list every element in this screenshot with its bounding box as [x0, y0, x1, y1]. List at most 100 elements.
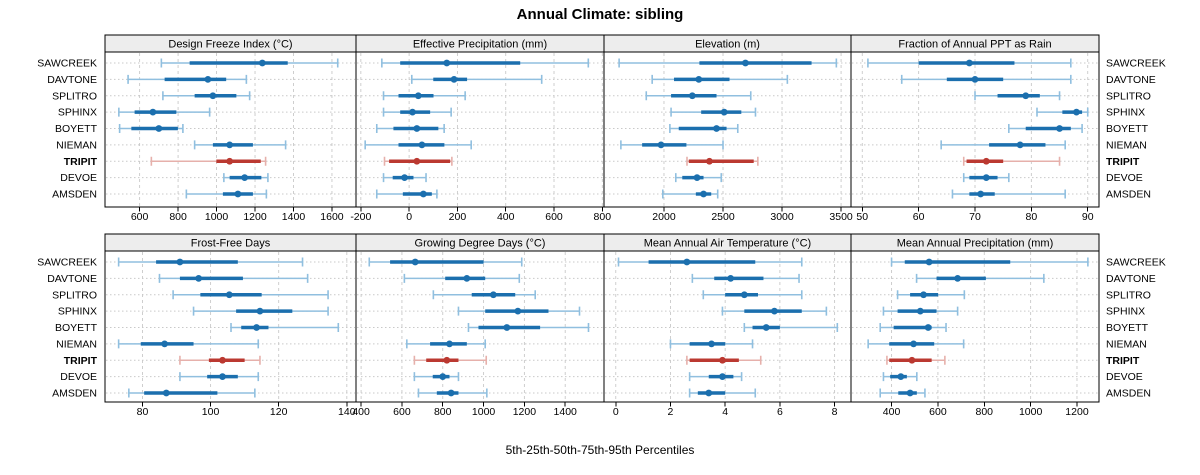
axis-tick-label: 400 [883, 406, 901, 418]
median-dot [446, 340, 453, 348]
median-dot [906, 389, 914, 397]
station-label-right-splitro: SPLITRO [1106, 90, 1151, 102]
station-series-sawcreek [381, 58, 590, 68]
median-dot [925, 258, 933, 266]
median-dot [897, 373, 905, 381]
axis-tick-label: 50 [856, 211, 868, 223]
median-dot [241, 174, 249, 182]
strip-header-label: Frost-Free Days [191, 238, 271, 250]
station-label-right-amsden: AMSDEN [1106, 388, 1151, 400]
station-series-splitro [896, 290, 966, 300]
station-series-devoe [962, 173, 1010, 183]
station-label-left-nieman: NIEMAN [56, 338, 97, 350]
axis-tick-label: 800 [434, 406, 452, 418]
axis-tick-label: 80 [1026, 211, 1038, 223]
axis-tick-label: 80 [137, 406, 149, 418]
axis-tick-label: 600 [929, 406, 947, 418]
axis-tick-label: 2 [668, 406, 674, 418]
axis-tick-label: 120 [270, 406, 288, 418]
station-series-boyett [879, 323, 947, 332]
median-dot [771, 307, 778, 315]
station-series-splitro [702, 290, 803, 300]
station-series-splitro [172, 290, 329, 300]
station-label-left-splitro: SPLITRO [52, 289, 97, 301]
median-dot [693, 174, 701, 182]
median-dot [463, 274, 471, 282]
median-dot [695, 75, 703, 83]
station-series-amsden [688, 388, 757, 398]
chart-caption: 5th-25th-50th-75th-95th Percentiles [505, 443, 695, 457]
median-dot [226, 157, 234, 165]
station-series-davtone [403, 273, 521, 283]
median-dot [924, 324, 932, 331]
axis-tick-label: 800 [169, 211, 187, 223]
axis-tick-label: 600 [131, 211, 149, 223]
station-label-left-tripit: TRIPIT [64, 156, 98, 168]
axis-tick-label: 800 [594, 211, 612, 223]
station-series-splitro [162, 91, 251, 101]
median-dot [920, 291, 927, 299]
station-series-sawcreek [890, 257, 1089, 267]
median-dot [258, 59, 266, 67]
median-dot [719, 356, 726, 364]
station-label-left-sawcreek: SAWCREEK [37, 257, 97, 269]
axis-tick-label: 1400 [554, 406, 578, 418]
station-series-tripit [686, 156, 759, 166]
station-series-nieman [406, 339, 487, 349]
station-series-nieman [117, 339, 260, 349]
axis-tick-label: 400 [352, 406, 370, 418]
station-series-boyett [118, 124, 184, 133]
median-dot [982, 174, 990, 182]
axis-tick-label: 2500 [711, 211, 735, 223]
station-series-davtone [410, 74, 543, 84]
median-dot [1073, 108, 1080, 116]
station-label-left-nieman: NIEMAN [56, 139, 97, 151]
strip-header-label: Elevation (m) [695, 39, 760, 51]
station-series-splitro [382, 91, 466, 101]
axis-tick-label: 1200 [243, 211, 267, 223]
station-label-right-splitro: SPLITRO [1106, 289, 1151, 301]
x-axis: 600 800 1000 1200 1400 1600 [131, 207, 344, 223]
vertical-gridlines [615, 252, 836, 401]
station-series-nieman [620, 140, 724, 150]
median-dot [418, 141, 426, 149]
axis-tick-label: 800 [976, 406, 994, 418]
station-series-amsden [417, 388, 488, 398]
station-series-boyett [467, 323, 590, 332]
median-dot [176, 258, 184, 266]
station-series-nieman [669, 339, 754, 349]
station-series-davtone [127, 74, 248, 84]
panel-design-freeze-index-c: Design Freeze Index (°C) 600 800 1000 1200 14… [104, 34, 357, 223]
station-series-sawcreek [117, 257, 304, 267]
axis-tick-label: 1600 [320, 211, 344, 223]
station-series-davtone [651, 74, 789, 84]
station-series-amsden [661, 189, 719, 199]
median-dot [195, 274, 203, 282]
median-dot [708, 340, 715, 348]
median-dot [226, 141, 234, 149]
median-dot [411, 258, 419, 266]
panel-effective-precipitation-mm: Effective Precipitation (mm) -200 0 200 400 6… [350, 34, 612, 223]
median-dot [253, 324, 260, 331]
median-dot [719, 373, 726, 381]
station-series-devoe [674, 173, 723, 183]
axis-tick-label: 600 [393, 406, 411, 418]
station-label-right-sawcreek: SAWCREEK [1106, 257, 1166, 269]
station-label-right-sawcreek: SAWCREEK [1106, 58, 1166, 70]
median-dot [414, 92, 422, 100]
axis-tick-label: 8 [832, 406, 838, 418]
panel-elevation-m: Elevation (m) 2000 2500 3000 3500 [603, 34, 853, 223]
axis-tick-label: 140 [338, 406, 356, 418]
median-dot [149, 108, 157, 116]
axis-tick-label: 70 [969, 211, 981, 223]
median-dot [706, 157, 713, 165]
axis-tick-label: 1400 [282, 211, 306, 223]
station-series-tripit [413, 355, 488, 365]
station-series-sawcreek [368, 257, 523, 267]
median-dot [447, 389, 455, 397]
station-series-amsden [185, 189, 268, 199]
station-series-tripit [686, 355, 762, 365]
station-series-nieman [940, 140, 1066, 150]
strip-header [850, 233, 1100, 252]
